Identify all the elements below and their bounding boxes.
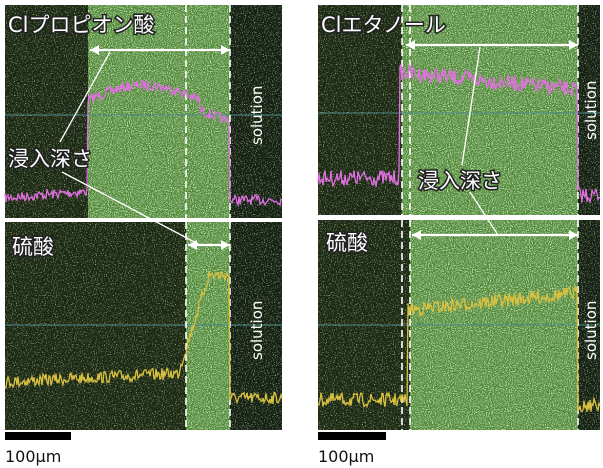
figure: Clプロピオン酸 浸入深さ 硫酸 solution solution 100µm…	[0, 0, 603, 468]
panel-title: Clエタノール	[321, 13, 446, 37]
scale-bar	[5, 432, 71, 440]
micrographs	[5, 5, 600, 440]
scale-bar	[318, 432, 386, 440]
solution-label: solution	[248, 301, 266, 360]
scale-label: 100µm	[318, 447, 374, 466]
depth-label: 浸入深さ	[418, 169, 502, 193]
solution-label: solution	[248, 86, 266, 145]
bottom-label: 硫酸	[12, 235, 54, 259]
depth-label: 浸入深さ	[8, 147, 92, 171]
solution-label: solution	[582, 301, 600, 360]
panel-title: Clプロピオン酸	[8, 13, 155, 37]
bottom-label: 硫酸	[326, 231, 368, 255]
scale-label: 100µm	[5, 447, 61, 466]
solution-label: solution	[582, 81, 600, 140]
